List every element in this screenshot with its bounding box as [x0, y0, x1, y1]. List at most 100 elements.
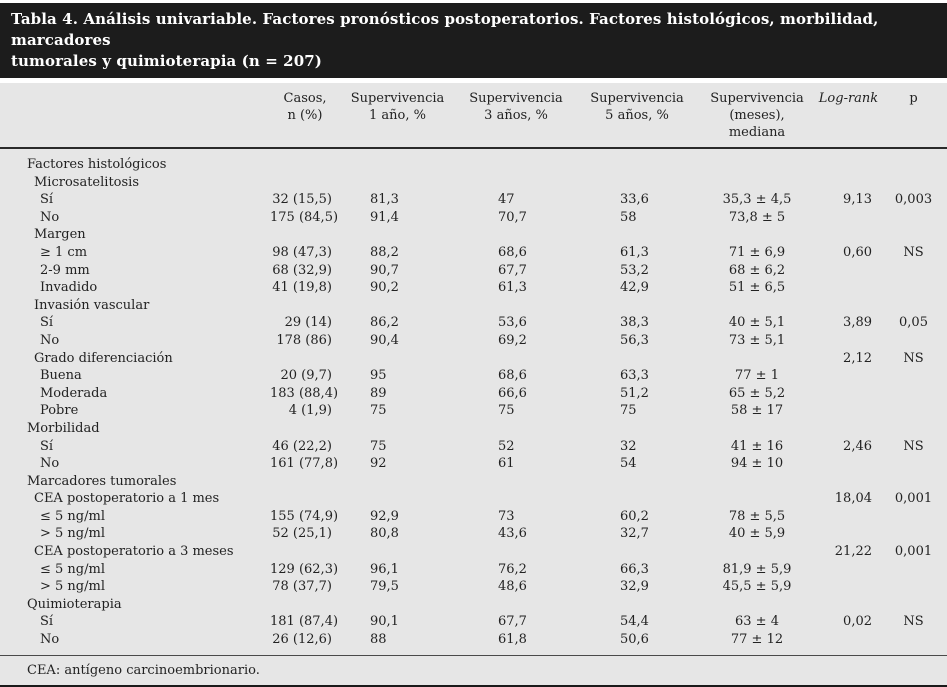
cell-supervivencia-5: [577, 174, 697, 192]
row-label: Moderada: [40, 385, 108, 401]
row-label: Pobre: [40, 403, 79, 419]
cell-casos: 181 (87,4): [270, 614, 339, 630]
cell-log-rank: [817, 420, 880, 438]
cell-supervivencia-meses: 68 ± 6,2: [728, 262, 786, 278]
cell-supervivencia-5: 75: [620, 403, 637, 419]
cell-p: [880, 420, 947, 438]
cell-supervivencia-1: [340, 174, 455, 192]
cell-p: 0,05: [899, 315, 928, 331]
cell-supervivencia-1: [340, 350, 455, 368]
row-label: Morbilidad: [27, 420, 100, 436]
cell-supervivencia-1: 86,2: [370, 315, 399, 331]
table-row: Factores histológicos: [0, 148, 947, 174]
cell-supervivencia-5: 54,4: [620, 614, 649, 630]
row-label: ≤ 5 ng/ml: [40, 561, 105, 577]
row-label: > 5 ng/ml: [40, 526, 105, 542]
cell-supervivencia-meses: 41 ± 16: [730, 438, 784, 454]
cell-casos: [270, 297, 340, 315]
cell-supervivencia-1: 90,1: [370, 614, 399, 630]
cell-p: [880, 578, 947, 596]
row-label: Marcadores tumorales: [27, 473, 177, 489]
row-label: Invasión vascular: [34, 297, 150, 313]
table-row: No 26 (12,6) 88 61,8 50,6 77 ± 12: [0, 631, 947, 655]
cell-log-rank: 2,12: [843, 350, 872, 366]
cell-supervivencia-5: 63,3: [620, 368, 649, 384]
cell-supervivencia-meses: [697, 473, 817, 491]
cell-supervivencia-3: 43,6: [498, 526, 527, 542]
cell-supervivencia-meses: [697, 543, 817, 561]
cell-supervivencia-3: [455, 226, 577, 244]
cell-supervivencia-1: 96,1: [370, 561, 399, 577]
cell-p: [880, 209, 947, 227]
cell-supervivencia-meses: [697, 226, 817, 244]
cell-log-rank: 3,89: [843, 315, 872, 331]
table-row: No 161 (77,8) 92 61 54 94 ± 10: [0, 455, 947, 473]
table-row: > 5 ng/ml 78 (37,7) 79,5 48,6 32,9 45,5 ± 5,9: [0, 578, 947, 596]
cell-log-rank: [817, 332, 880, 350]
cell-casos: 68 (32,9): [272, 262, 332, 278]
cell-casos: [270, 596, 340, 614]
cell-p: [880, 473, 947, 491]
table-row: CEA postoperatorio a 3 meses 21,22 0,001: [0, 543, 947, 561]
cell-supervivencia-1: 88,2: [370, 244, 399, 260]
table-row: Sí 29 (14) 86,2 53,6 38,3 40 ± 5,1 3,89 0,05: [0, 314, 947, 332]
cell-log-rank: 18,04: [834, 491, 872, 507]
cell-supervivencia-5: 66,3: [620, 561, 649, 577]
cell-supervivencia-meses: 71 ± 6,9: [728, 244, 786, 260]
cell-supervivencia-meses: 81,9 ± 5,9: [722, 561, 792, 577]
cell-supervivencia-1: 92,9: [370, 508, 399, 524]
header-supervivencia-1: Supervivencia 1 año, %: [340, 83, 455, 149]
cell-casos: 26 (12,6): [272, 632, 332, 648]
cell-supervivencia-1: 75: [370, 438, 387, 454]
table-row: Buena 20 (9,7) 95 68,6 63,3 77 ± 1: [0, 367, 947, 385]
cell-supervivencia-1: 79,5: [370, 579, 399, 595]
cell-supervivencia-meses: [697, 420, 817, 438]
cell-casos: [270, 148, 340, 174]
cell-supervivencia-3: [455, 543, 577, 561]
cell-supervivencia-3: [455, 420, 577, 438]
cell-p: [880, 174, 947, 192]
cell-supervivencia-3: 69,2: [498, 332, 527, 348]
cell-supervivencia-3: 68,6: [498, 244, 527, 260]
cell-p: [880, 148, 947, 174]
cell-p: [880, 596, 947, 614]
row-label: Grado diferenciación: [34, 350, 173, 366]
row-label: Sí: [40, 438, 54, 454]
cell-p: 0,003: [894, 192, 933, 208]
cell-supervivencia-meses: 40 ± 5,9: [728, 526, 786, 542]
cell-supervivencia-meses: 77 ± 1: [735, 368, 779, 384]
cell-p: [880, 561, 947, 579]
cell-supervivencia-3: 67,7: [498, 262, 527, 278]
cell-supervivencia-3: [455, 148, 577, 174]
cell-supervivencia-3: 73: [498, 508, 515, 524]
cell-supervivencia-1: 91,4: [370, 209, 399, 225]
cell-supervivencia-3: 61,8: [498, 632, 527, 648]
table-row: Sí 181 (87,4) 90,1 67,7 54,4 63 ± 4 0,02 NS: [0, 613, 947, 631]
cell-supervivencia-5: [577, 297, 697, 315]
cell-supervivencia-1: 92: [370, 456, 387, 472]
cell-supervivencia-1: 95: [370, 368, 387, 384]
cell-supervivencia-5: 32,9: [620, 579, 649, 595]
cell-p: [880, 262, 947, 280]
cell-supervivencia-1: [340, 226, 455, 244]
cell-log-rank: 2,46: [843, 438, 872, 454]
cell-log-rank: [817, 455, 880, 473]
cell-supervivencia-1: 75: [370, 403, 387, 419]
cell-casos: 178 (86): [276, 332, 332, 348]
cell-supervivencia-meses: 58 ± 17: [730, 403, 784, 419]
cell-supervivencia-3: 53,6: [498, 315, 527, 331]
cell-casos: [270, 490, 340, 508]
cell-supervivencia-3: 75: [498, 403, 515, 419]
cell-log-rank: [817, 174, 880, 192]
header-supervivencia-3: Supervivencia 3 años, %: [455, 83, 577, 149]
table-row: Pobre 4 (1,9) 75 75 75 58 ± 17: [0, 402, 947, 420]
cell-casos: [270, 174, 340, 192]
cell-supervivencia-meses: [697, 596, 817, 614]
row-label: ≤ 5 ng/ml: [40, 508, 105, 524]
cell-supervivencia-meses: 51 ± 6,5: [728, 280, 786, 296]
cell-p: NS: [903, 438, 924, 454]
cell-casos: 129 (62,3): [270, 561, 339, 577]
table-row: Moderada 183 (88,4) 89 66,6 51,2 65 ± 5,2: [0, 385, 947, 403]
cell-casos: 161 (77,8): [270, 456, 339, 472]
cell-supervivencia-5: 60,2: [620, 508, 649, 524]
